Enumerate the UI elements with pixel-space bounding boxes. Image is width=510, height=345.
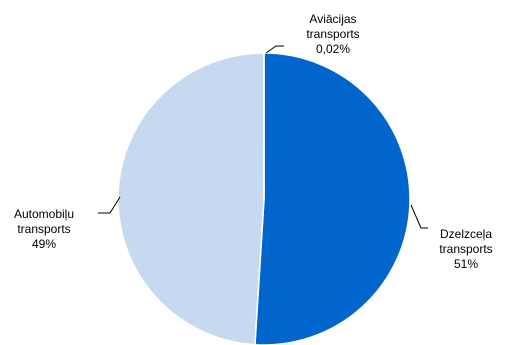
slice-name-line: transports (306, 27, 359, 41)
leader-line-0 (410, 204, 428, 229)
slice-name-line: Dzelzceļa (440, 227, 492, 241)
leader-line-1 (98, 196, 121, 214)
slice-name-line: Aviācijas (309, 12, 356, 26)
slice-label-0: Dzelzceļa transports 51% (439, 227, 492, 271)
slice-name-line: Automobiļu (14, 207, 74, 221)
slice-percent-label: 0,02% (316, 42, 350, 56)
pie-slice-1 (117, 52, 265, 345)
slice-label-1: Automobiļu transports 49% (14, 207, 74, 251)
pie-slice-0 (254, 52, 411, 345)
slice-name-line: transports (439, 242, 492, 256)
slice-labels: Dzelzceļa transports 51%Automobiļu transpor… (14, 12, 493, 271)
leader-lines (98, 45, 428, 229)
slice-name-line: transports (17, 222, 70, 236)
slice-label-2: Aviācijas transports 0,02% (306, 12, 359, 56)
slice-percent-label: 51% (454, 257, 478, 271)
slice-percent-label: 49% (32, 237, 56, 251)
pie-slices (117, 52, 411, 345)
leader-line-2 (265, 45, 284, 54)
